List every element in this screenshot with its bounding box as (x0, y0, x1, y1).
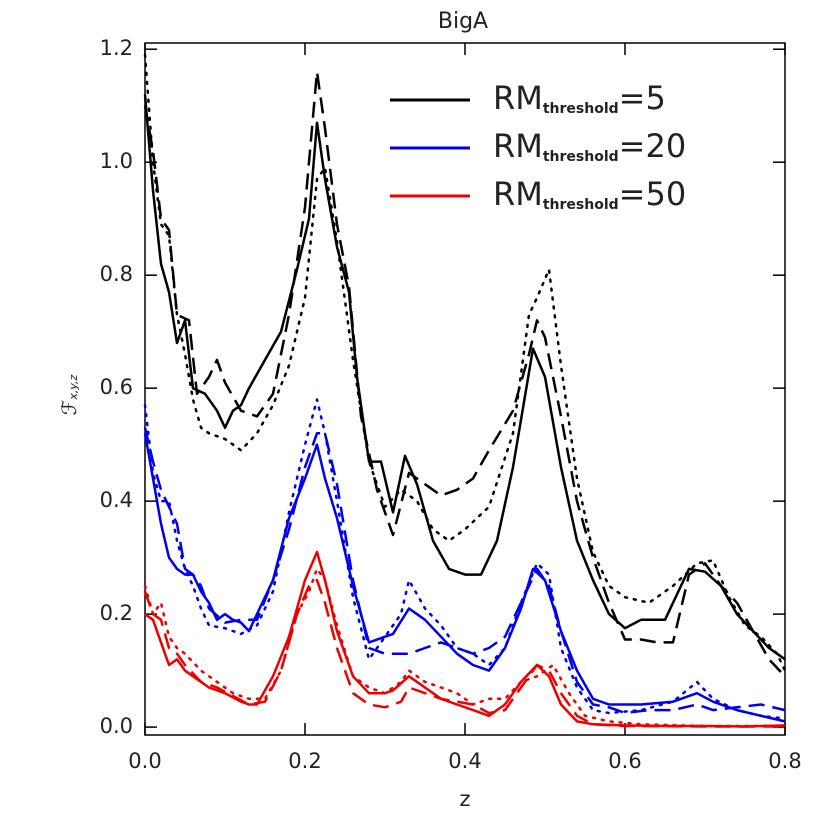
legend-label: RMthreshold=50 (493, 175, 686, 213)
x-tick-label: 0.0 (128, 749, 161, 773)
x-tick-label: 0.8 (768, 749, 801, 773)
data-line (143, 94, 786, 661)
legend-label-main: RM (493, 175, 543, 213)
legend-label-rest: =5 (619, 79, 666, 117)
y-tick-label: 0.4 (100, 488, 133, 512)
y-tick-label: 0.0 (100, 714, 133, 738)
y-axis-label-sub: x,y,z (67, 374, 80, 400)
chart-title: BigA (438, 9, 488, 34)
y-tick-label: 1.0 (100, 149, 133, 173)
data-line (143, 567, 787, 728)
legend-label-main: RM (493, 127, 543, 165)
x-tick-label: 0.2 (288, 749, 321, 773)
x-tick-label: 0.6 (608, 749, 641, 773)
x-axis-label: z (459, 787, 470, 811)
data-line (143, 578, 785, 728)
data-line (143, 53, 787, 672)
y-tick-label: 0.8 (100, 262, 133, 286)
x-tick-label: 0.4 (448, 749, 481, 773)
y-tick-label: 1.2 (100, 36, 133, 60)
data-line (143, 70, 786, 678)
legend-label-main: RM (493, 79, 543, 117)
y-tick-label: 0.2 (100, 601, 133, 625)
legend-label-sub: threshold (543, 149, 619, 165)
legend-label-sub: threshold (543, 197, 619, 213)
legend-label-sub: threshold (543, 101, 619, 117)
y-tick-label: 0.6 (100, 375, 133, 399)
legend-label: RMthreshold=20 (493, 127, 686, 165)
data-line (143, 427, 786, 715)
y-axis-label: ℱx,y,z (57, 374, 81, 415)
legend-label-rest: =50 (619, 175, 687, 213)
y-axis-label-main: ℱ (57, 399, 81, 415)
legend-label: RMthreshold=5 (493, 79, 666, 117)
data-line (143, 398, 787, 720)
legend-label-rest: =20 (619, 127, 687, 165)
